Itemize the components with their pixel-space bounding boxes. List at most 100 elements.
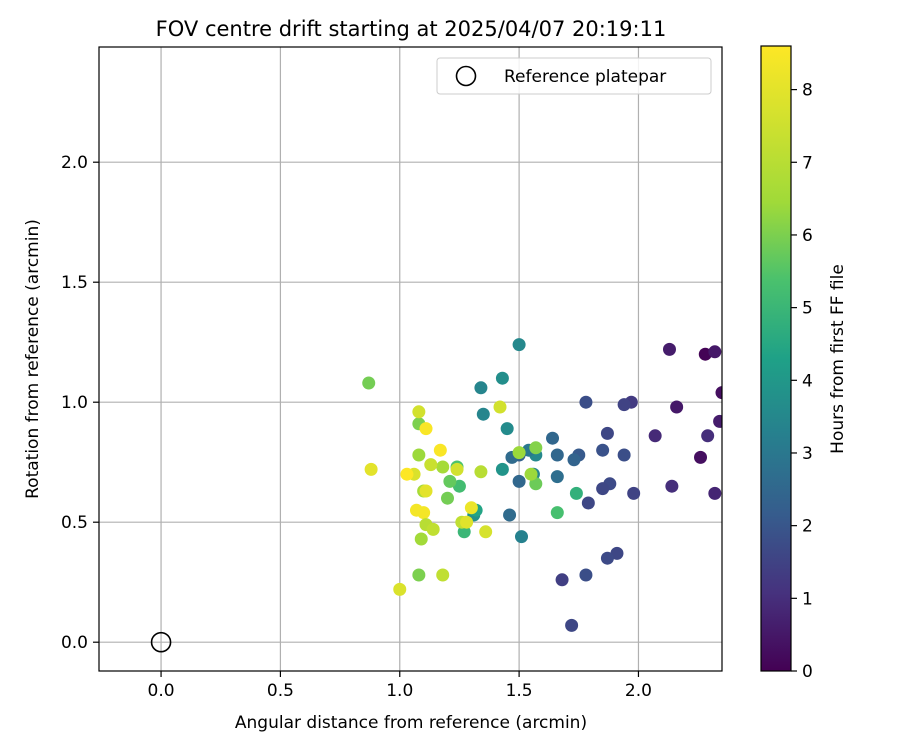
data-point [364, 462, 378, 476]
data-point [436, 568, 450, 582]
x-tick-label: 1.0 [386, 681, 413, 701]
data-point [581, 496, 595, 510]
data-point [500, 422, 514, 436]
x-axis-ticks: 0.0 0.5 1.0 1.5 2.0 [148, 671, 652, 701]
legend-entry-reference: Reference platepar [504, 67, 666, 87]
data-point [617, 448, 631, 462]
colorbar-ticks: 0 1 2 3 4 5 6 7 8 [791, 81, 813, 682]
data-point [443, 474, 457, 488]
colorbar-label: Hours from first FF file [828, 264, 848, 454]
data-point [600, 551, 614, 565]
data-point [512, 446, 526, 460]
data-point [503, 508, 517, 522]
x-tick-label: 2.0 [625, 681, 652, 701]
legend-box [436, 57, 712, 95]
data-point [412, 448, 426, 462]
data-point [433, 443, 447, 457]
data-point [579, 395, 593, 409]
data-point [409, 503, 423, 517]
data-point [713, 414, 722, 428]
data-point [596, 443, 610, 457]
data-point [701, 429, 715, 443]
data-point [450, 462, 464, 476]
y-tick-label: 0.5 [61, 513, 88, 533]
data-point [648, 429, 662, 443]
data-point [708, 486, 722, 500]
legend: Reference platepar [436, 57, 712, 95]
data-point [550, 470, 564, 484]
data-point [424, 458, 438, 472]
data-point [596, 482, 610, 496]
data-point [529, 441, 543, 455]
data-point [436, 460, 450, 474]
colorbar-tick-label: 1 [802, 589, 813, 609]
y-tick-label: 2.0 [61, 153, 88, 173]
colorbar-tick-label: 3 [802, 444, 813, 464]
data-point [569, 486, 583, 500]
data-point [579, 568, 593, 582]
x-tick-label: 0.0 [148, 681, 175, 701]
data-point [694, 450, 708, 464]
colorbar-tick-label: 2 [802, 517, 813, 537]
data-point [495, 371, 509, 385]
data-point [550, 506, 564, 520]
data-point [524, 467, 538, 481]
y-axis-ticks: 0.0 0.5 1.0 1.5 2.0 [61, 153, 99, 653]
data-point [393, 582, 407, 596]
colorbar-tick-label: 6 [802, 226, 813, 246]
data-point [479, 525, 493, 539]
data-point [474, 465, 488, 479]
y-tick-label: 1.0 [61, 393, 88, 413]
data-point [495, 462, 509, 476]
data-point [670, 400, 684, 414]
y-axis-label: Rotation from reference (arcmin) [23, 219, 43, 499]
colorbar-gradient [760, 45, 792, 672]
plot-frame [98, 46, 723, 672]
data-point [550, 448, 564, 462]
data-point [715, 386, 722, 400]
colorbar: 0 1 2 3 4 5 6 7 8 Hours from first FF file [760, 45, 848, 682]
data-point [426, 522, 440, 536]
colorbar-tick-label: 0 [802, 662, 813, 682]
data-point [662, 342, 676, 356]
colorbar-tick-label: 4 [802, 371, 813, 391]
colorbar-tick-label: 5 [802, 299, 813, 319]
reference-marker [150, 631, 172, 653]
data-point [440, 491, 454, 505]
data-point [617, 398, 631, 412]
data-point [412, 568, 426, 582]
data-point [567, 453, 581, 467]
data-point [665, 479, 679, 493]
x-axis-label: Angular distance from reference (arcmin) [235, 713, 587, 733]
data-point [529, 477, 543, 491]
y-tick-label: 1.5 [61, 273, 88, 293]
data-point [414, 532, 428, 546]
data-point [555, 573, 569, 587]
legend-reference-icon [455, 65, 477, 87]
data-point [627, 486, 641, 500]
data-point [419, 484, 433, 498]
colorbar-tick-label: 8 [802, 81, 813, 101]
data-point [464, 501, 478, 515]
data-point [565, 618, 579, 632]
data-point [400, 467, 414, 481]
data-points [362, 338, 722, 632]
data-point [412, 405, 426, 419]
data-point [600, 426, 614, 440]
data-point [476, 407, 490, 421]
data-point [514, 530, 528, 544]
x-tick-label: 1.5 [506, 681, 533, 701]
data-point [708, 345, 722, 359]
grid [99, 47, 722, 671]
data-point [419, 422, 433, 436]
colorbar-tick-label: 7 [802, 153, 813, 173]
data-point [493, 400, 507, 414]
data-point [546, 431, 560, 445]
data-point [474, 381, 488, 395]
data-point [512, 338, 526, 352]
y-tick-label: 0.0 [61, 633, 88, 653]
x-tick-label: 0.5 [267, 681, 294, 701]
chart-title: FOV centre drift starting at 2025/04/07 … [156, 17, 667, 41]
data-point [362, 376, 376, 390]
